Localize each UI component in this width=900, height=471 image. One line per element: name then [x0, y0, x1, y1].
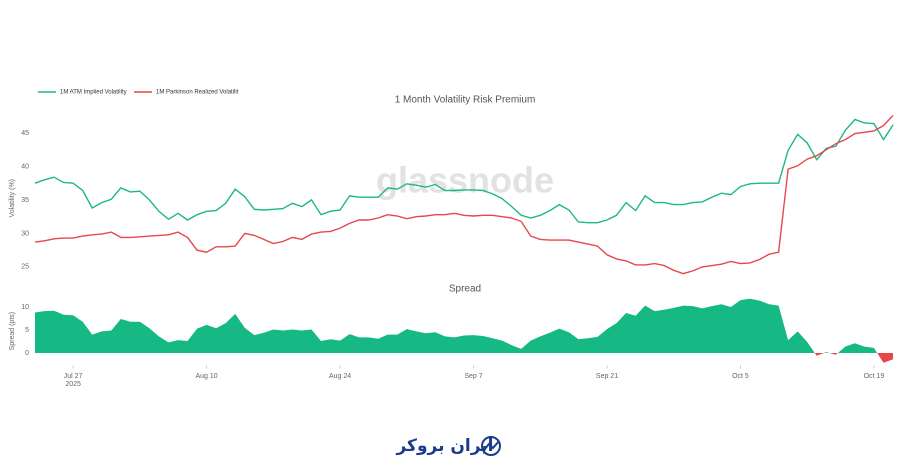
line-series: [34, 118, 894, 224]
x-tick-label: Aug 24: [329, 373, 351, 380]
y-tick-label: 0: [25, 350, 29, 357]
y-tick-label: 10: [21, 304, 29, 311]
y-tick-label: 25: [21, 264, 29, 271]
legend-label: 1M Parkinson Realized Volatilit: [156, 90, 239, 96]
watermark: glassnode: [376, 160, 554, 201]
y-tick-label: 40: [21, 163, 29, 170]
x-tick-label: Sep 7: [464, 373, 482, 380]
x-tick-label: Oct 5: [732, 373, 749, 380]
x-tick-label: Jul 27: [64, 373, 83, 380]
line-series: [34, 115, 894, 275]
y-axis-label: Volatility (%): [9, 179, 16, 218]
x-tick-label: Aug 10: [196, 373, 218, 380]
legend-label: 1M ATM Implied Volatility: [60, 90, 127, 96]
logo: ایران بروکر: [395, 436, 501, 456]
logo-text: ایران بروکر: [395, 436, 493, 456]
chart-title: 1 Month Volatility Risk Premium: [395, 95, 536, 106]
logo-icon: [481, 436, 501, 456]
spread-area-positive: [35, 298, 893, 353]
y-axis-label: Spread (pts): [9, 312, 16, 351]
logo-icon-arrow: [483, 440, 500, 451]
y-tick-label: 35: [21, 197, 29, 204]
x-tick-label: Oct 19: [864, 373, 885, 380]
x-year-label: 2025: [65, 381, 81, 388]
x-tick-label: Sep 21: [596, 373, 618, 380]
y-tick-label: 45: [21, 130, 29, 137]
y-tick-label: 30: [21, 230, 29, 237]
chart-title: Spread: [449, 284, 481, 295]
y-tick-label: 5: [25, 327, 29, 334]
